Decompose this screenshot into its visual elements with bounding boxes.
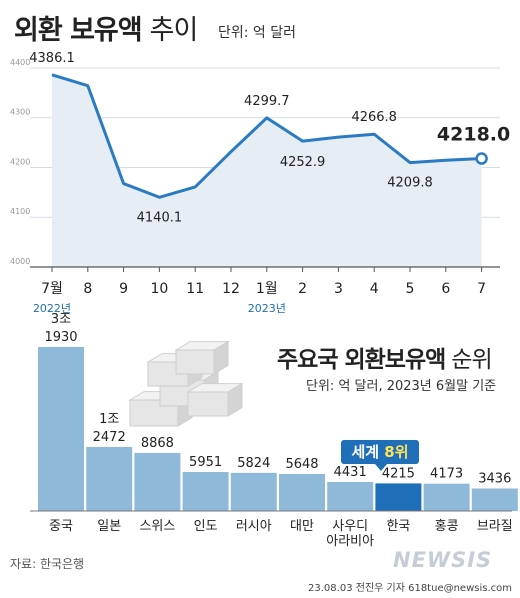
box-side	[227, 382, 243, 417]
x-tick-label: 9	[119, 281, 128, 297]
bar	[38, 347, 84, 511]
bar	[182, 472, 229, 511]
x-tick-label: 6	[441, 281, 450, 297]
bar-unit-label: 단위: 억 달러, 2023년 6월말 기준	[306, 379, 497, 394]
bar	[471, 488, 518, 511]
credit-line: 23.08.03 전진우 기자 618tue@newsis.com	[308, 583, 512, 594]
year-label: 2023년	[248, 302, 286, 315]
bar-value-label: 2472	[93, 430, 126, 445]
bar-value-label: 5824	[237, 456, 270, 471]
last-point-marker	[475, 152, 488, 165]
chart-title: 외환 보유액 추이	[14, 15, 198, 46]
bar	[134, 452, 181, 511]
bar-value-label: 8868	[141, 436, 174, 451]
newsis-watermark: NEWSIS	[393, 548, 493, 572]
series-line	[51, 73, 482, 199]
y-tick-label: 4400	[10, 58, 30, 67]
bar-category-label: 인도	[194, 519, 218, 534]
bar-value-label: 4173	[430, 467, 463, 482]
source-note: 자료: 한국은행	[10, 557, 85, 571]
bar-value-label: 5951	[189, 455, 222, 470]
line-chart: 4000 4100 4200 4300 4400 7월 8 9 10 11 12 1월 2 3 4 5 6 7 20…	[10, 51, 510, 315]
bar-chart-title: 주요국 외환보유액 순위	[277, 347, 493, 373]
year-label: 2022년	[33, 302, 71, 315]
bar	[279, 474, 325, 511]
box-side	[213, 340, 229, 375]
x-tick-label: 2	[298, 281, 307, 297]
bar	[230, 472, 277, 511]
bar-category-label: 아라비아	[326, 534, 374, 549]
bar-value-label: 5648	[285, 457, 318, 472]
x-tick-label: 1월	[256, 281, 278, 297]
bar-category-label: 대만	[290, 519, 314, 534]
box-front	[175, 349, 215, 375]
x-tick-label: 7	[477, 281, 486, 297]
bar-category-label: 중국	[49, 519, 73, 534]
y-tick-label: 4100	[10, 207, 30, 216]
bar	[423, 483, 470, 511]
bar-category-label: 한국	[386, 519, 410, 534]
y-tick-label: 4300	[10, 108, 30, 117]
data-label-latest: 4218.0	[437, 124, 510, 146]
data-label: 4299.7	[244, 94, 290, 109]
x-tick-label: 8	[83, 281, 92, 297]
bar	[327, 481, 374, 511]
money-stack-illustration	[128, 340, 244, 427]
data-label: 4266.8	[351, 110, 397, 125]
bar-category-label: 스위스	[139, 519, 175, 534]
y-tick-label: 4000	[10, 257, 30, 266]
bar-value-label: 1조	[99, 412, 119, 427]
x-tick-label: 11	[186, 281, 204, 297]
rank-badge: 세계 8위	[341, 440, 419, 471]
bar-value-label: 4215	[382, 466, 415, 481]
bar-value-label: 4431	[334, 465, 367, 480]
bar	[375, 483, 422, 511]
x-tick-label: 4	[370, 281, 379, 297]
data-label: 4252.9	[280, 155, 326, 170]
bar	[86, 447, 133, 511]
x-tick-label: 10	[150, 281, 168, 297]
bar-category-label: 홍콩	[435, 519, 459, 534]
x-tick-label: 7월	[41, 281, 63, 297]
area-fill	[52, 74, 482, 267]
data-label: 4386.1	[29, 51, 75, 66]
x-tick-label: 12	[222, 281, 240, 297]
data-label: 4140.1	[137, 210, 183, 225]
x-tick-label: 3	[334, 281, 343, 297]
data-label: 4209.8	[387, 176, 433, 191]
bar-value-label: 1930	[44, 330, 77, 345]
bar-category-label: 사우디	[332, 519, 368, 534]
unit-label: 단위: 억 달러	[218, 25, 297, 41]
bar-category-label: 일본	[97, 519, 121, 534]
x-tick-label: 5	[406, 281, 415, 297]
bar-category-label: 브라질	[477, 519, 513, 534]
bar-value-label: 3436	[478, 471, 511, 486]
bar-value-label: 3조	[51, 312, 71, 327]
y-tick-label: 4200	[10, 157, 30, 166]
bar-category-label: 러시아	[236, 519, 272, 534]
box-front	[187, 391, 229, 417]
